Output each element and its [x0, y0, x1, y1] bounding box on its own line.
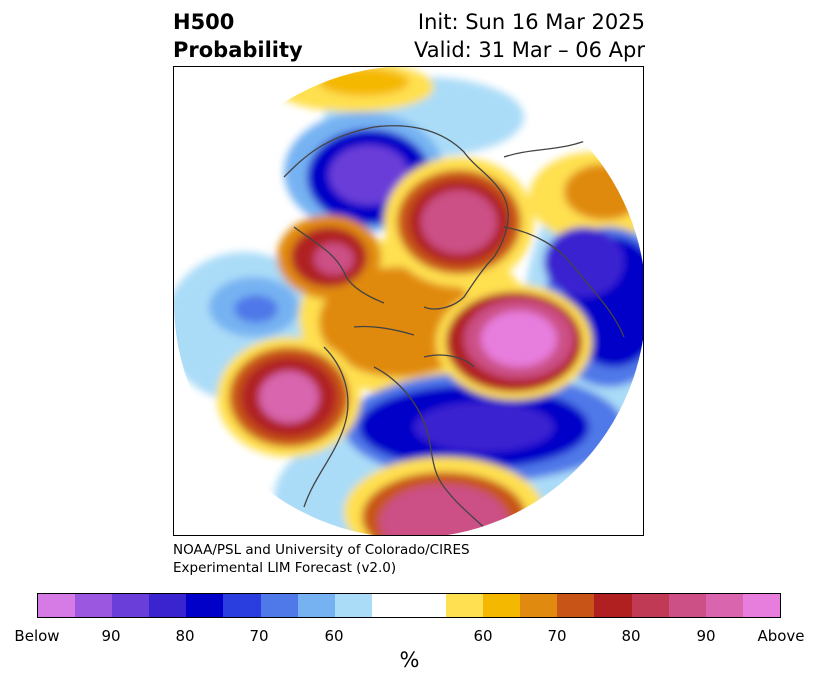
title-block: H500 Probability: [173, 8, 303, 64]
colorbar-tick-label: 90: [101, 627, 121, 645]
init-date: Init: Sun 16 Mar 2025: [417, 10, 645, 34]
colorbar-segment: [705, 594, 743, 617]
colorbar-segment: [520, 594, 558, 617]
colorbar-unit: %: [399, 648, 420, 672]
date-block: Init: Sun 16 Mar 2025 Valid: 31 Mar – 06…: [414, 8, 645, 64]
colorbar-tick-label: 80: [175, 627, 195, 645]
colorbar-tick-label: 80: [621, 627, 641, 645]
colorbar-segment: [75, 594, 113, 617]
credit-text: NOAA/PSL and University of Colorado/CIRE…: [173, 541, 470, 577]
probability-field: [174, 67, 643, 535]
colorbar-segment: [483, 594, 521, 617]
colorbar-segment: [149, 594, 187, 617]
colorbar-segment: [371, 594, 409, 617]
colorbar-segment: [668, 594, 706, 617]
coastlines: [233, 76, 643, 535]
colorbar-segment: [557, 594, 595, 617]
colorbar-tick-label: Below: [14, 627, 60, 645]
colorbar-tick-label: 60: [473, 627, 493, 645]
colorbar-tick-label: 70: [547, 627, 567, 645]
colorbar-segment: [408, 594, 447, 617]
colorbar-segment: [38, 594, 76, 617]
colorbar-segment: [186, 594, 224, 617]
credit-line-1: NOAA/PSL and University of Colorado/CIRE…: [173, 542, 470, 558]
colorbar-segment: [260, 594, 298, 617]
colorbar-tick-label: Above: [757, 627, 805, 645]
map-panel: [173, 66, 644, 536]
map-subtitle: Probability: [173, 38, 303, 62]
credit-line-2: Experimental LIM Forecast (v2.0): [173, 560, 397, 576]
colorbar-segment: [631, 594, 669, 617]
valid-range: Valid: 31 Mar – 06 Apr: [414, 38, 645, 62]
colorbar-segment: [594, 594, 632, 617]
colorbar-segment: [223, 594, 261, 617]
colorbar-segment: [334, 594, 372, 617]
map-variable: H500: [173, 10, 235, 34]
colorbar-ticks: Below 90 80 70 60 60 70 80 90 Above: [0, 627, 819, 647]
colorbar-tick-label: 90: [696, 627, 716, 645]
colorbar-tick-label: 60: [324, 627, 344, 645]
colorbar: [37, 593, 781, 618]
colorbar-segment: [446, 594, 484, 617]
colorbar-tick-label: 70: [249, 627, 269, 645]
colorbar-segment: [742, 594, 780, 617]
colorbar-segment: [297, 594, 335, 617]
colorbar-segment: [112, 594, 150, 617]
probability-map: [174, 67, 643, 535]
